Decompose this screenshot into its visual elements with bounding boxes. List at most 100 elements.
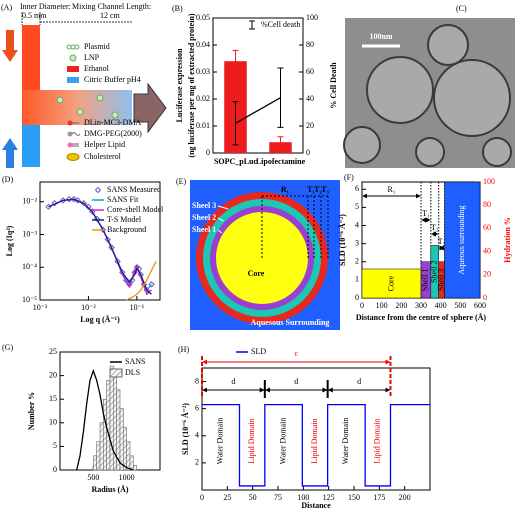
lnp	[111, 111, 119, 119]
inlet-arrow	[2, 30, 18, 62]
y-tick-label: 10⁻³	[22, 229, 37, 238]
shell-label: Sheel 2	[192, 213, 216, 222]
x-tick-label: 400	[435, 301, 447, 310]
period-label: d	[294, 377, 298, 386]
lnp	[96, 94, 104, 102]
x-tick-label: 300	[415, 301, 427, 310]
icon	[66, 44, 72, 50]
x-tick-label: 0	[200, 493, 204, 502]
x-axis-label: Distance	[301, 501, 331, 510]
x-tick-label: 10⁻²	[81, 303, 96, 312]
icon	[70, 44, 76, 50]
icon	[67, 131, 73, 137]
particle	[482, 137, 512, 167]
y2-tick-label: 60	[483, 223, 491, 232]
error-bar	[277, 67, 284, 128]
plot-frame	[201, 367, 431, 491]
y-tick-label: 15	[49, 394, 57, 403]
y2-tick-label: 0	[306, 148, 310, 157]
icon	[66, 153, 80, 161]
data-line	[76, 368, 134, 471]
error-bar	[277, 136, 284, 149]
y2-tick-label: 20	[306, 121, 314, 130]
region-label: Core	[386, 275, 395, 291]
icon	[67, 120, 73, 126]
legend-label: Cholesterol	[84, 152, 122, 161]
x-tick-label: 125	[323, 493, 335, 502]
y2-tick-label: 20	[483, 270, 491, 279]
panel-label: (C)	[456, 4, 467, 13]
x-tick-label: 1000	[119, 473, 135, 482]
x-tick-label: 50	[249, 493, 257, 502]
radius-label: T₁	[307, 185, 315, 194]
data-point	[51, 200, 58, 207]
y-tick-label: 2	[355, 257, 359, 266]
hist-bar	[93, 455, 97, 471]
x-tick-label: 500	[454, 301, 466, 310]
y-tick-label: 0.03	[196, 67, 210, 76]
x-tick-label: Lipofectamine	[256, 157, 306, 166]
radius-label: T₂	[314, 185, 322, 194]
legend-label: Core-shell Model	[107, 205, 164, 214]
legend-label: Helper Lipid	[84, 140, 125, 149]
y-tick-label: 0	[355, 293, 359, 302]
domain-label: Water Domain	[216, 418, 225, 465]
x-tick-label: 10⁻¹	[130, 303, 145, 312]
hist-bar	[103, 398, 107, 471]
legend-label: Ethanol	[84, 64, 110, 73]
domain-label: Lipid Domain	[373, 418, 382, 463]
region-label: Aqueous surrounding	[457, 205, 466, 274]
radius-label: T₃	[321, 185, 329, 194]
legend-label: SLD	[251, 347, 266, 356]
leader	[217, 217, 224, 222]
x-tick-label: 200	[395, 301, 407, 310]
legend-label: %Cell death	[261, 20, 300, 29]
period-label: d	[357, 377, 361, 386]
dimension-label: T₃	[438, 237, 446, 246]
legend-label: DLin-MC3-DMA	[84, 118, 142, 127]
y-tick-label: 20	[49, 370, 57, 379]
y2-tick-label: 100	[483, 177, 495, 186]
panel-label: (G)	[2, 343, 13, 352]
y-axis-label: Number %	[27, 392, 36, 430]
legend-label: LNP	[84, 53, 100, 62]
domain-label: Lipid Domain	[247, 418, 256, 463]
hist-bar	[119, 408, 124, 471]
x-tick-label: 75	[274, 493, 282, 502]
legend-label: DLS	[125, 368, 140, 377]
y2-tick-label: 100	[306, 13, 318, 22]
outlet-arrow	[133, 82, 167, 134]
x-axis-label: Radius (Å)	[91, 485, 128, 494]
y-tick-label: 5	[53, 441, 57, 450]
epsilon-label: ε	[295, 349, 299, 358]
annotation: 0.5 mm	[22, 11, 47, 20]
icon	[69, 54, 77, 62]
buffer-channel	[22, 125, 40, 167]
legend-label: T-S Model	[107, 215, 142, 224]
legend-icon	[249, 20, 255, 30]
hist-bar	[96, 441, 101, 471]
y-tick-label: 0	[206, 148, 210, 157]
region-label: Shell 1	[421, 269, 430, 291]
panel-label: (A)	[1, 3, 12, 12]
domain-label: Water Domain	[278, 418, 287, 465]
y2-axis-label: Hydration %	[503, 217, 512, 263]
y-axis-label: SLD (10⁻⁶ Å⁻²)	[181, 403, 190, 455]
dimension-label: T₁	[422, 209, 430, 218]
y-tick-label: 1	[355, 275, 359, 284]
scale-label: 100nm	[369, 32, 392, 41]
lnp	[76, 108, 84, 116]
ethanol-channel	[22, 25, 40, 90]
hist-bar	[129, 455, 134, 471]
x-tick-label: 25	[223, 493, 231, 502]
y-axis-label: (ng luciferase per mg of extracted prote…	[187, 13, 196, 157]
x-tick-label: 175	[373, 493, 385, 502]
data-line	[235, 97, 281, 124]
region	[361, 268, 422, 299]
shell-label: Sheel 3	[192, 201, 216, 210]
region	[444, 181, 481, 299]
hist-bar	[99, 422, 104, 471]
hist-bar	[133, 464, 137, 471]
y-tick-label: 0.02	[196, 94, 210, 103]
